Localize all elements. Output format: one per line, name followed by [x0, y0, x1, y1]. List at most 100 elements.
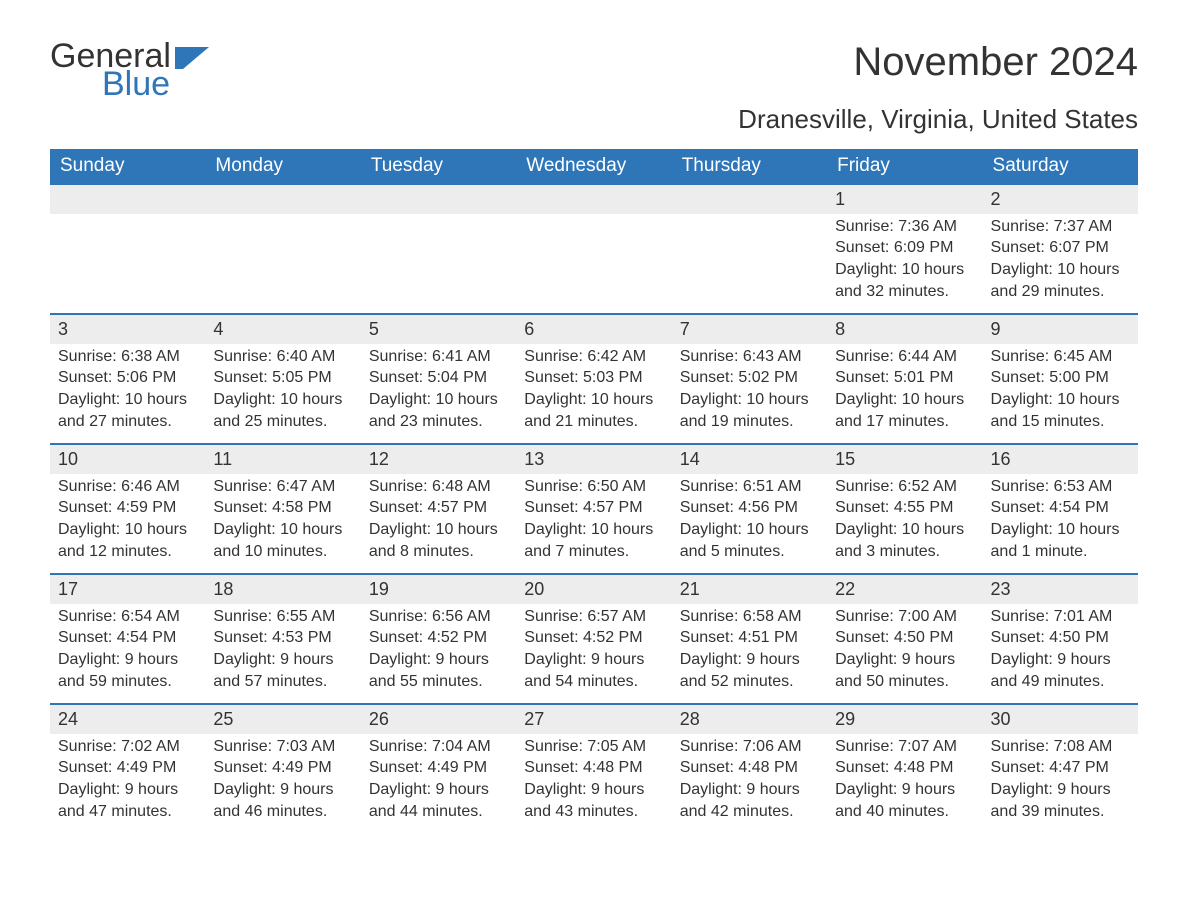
- daylight-text: Daylight: 9 hours and 50 minutes.: [835, 649, 974, 692]
- daylight-text: Daylight: 9 hours and 55 minutes.: [369, 649, 508, 692]
- day-body: Sunrise: 6:45 AMSunset: 5:00 PMDaylight:…: [983, 344, 1138, 440]
- sunset-text: Sunset: 4:49 PM: [213, 757, 352, 779]
- logo-text-blue: Blue: [102, 68, 209, 100]
- daylight-text: Daylight: 9 hours and 54 minutes.: [524, 649, 663, 692]
- day-number: 6: [516, 315, 671, 343]
- sunset-text: Sunset: 4:56 PM: [680, 497, 819, 519]
- location-subtitle: Dranesville, Virginia, United States: [50, 104, 1138, 135]
- daylight-text: Daylight: 9 hours and 59 minutes.: [58, 649, 197, 692]
- calendar-day: 29Sunrise: 7:07 AMSunset: 4:48 PMDayligh…: [827, 705, 982, 833]
- weekday-header: Friday: [827, 149, 982, 183]
- calendar-day: 3Sunrise: 6:38 AMSunset: 5:06 PMDaylight…: [50, 315, 205, 443]
- sunset-text: Sunset: 4:55 PM: [835, 497, 974, 519]
- sunrise-text: Sunrise: 6:58 AM: [680, 606, 819, 628]
- daylight-text: Daylight: 10 hours and 1 minute.: [991, 519, 1130, 562]
- daylight-text: Daylight: 10 hours and 27 minutes.: [58, 389, 197, 432]
- day-body: Sunrise: 6:47 AMSunset: 4:58 PMDaylight:…: [205, 474, 360, 570]
- day-body: Sunrise: 7:02 AMSunset: 4:49 PMDaylight:…: [50, 734, 205, 830]
- day-number: 21: [672, 575, 827, 603]
- sunset-text: Sunset: 4:47 PM: [991, 757, 1130, 779]
- sunrise-text: Sunrise: 6:41 AM: [369, 346, 508, 368]
- day-number: 22: [827, 575, 982, 603]
- sunrise-text: Sunrise: 6:45 AM: [991, 346, 1130, 368]
- weekday-header: Sunday: [50, 149, 205, 183]
- weekday-header: Saturday: [983, 149, 1138, 183]
- day-number: 20: [516, 575, 671, 603]
- sunrise-text: Sunrise: 6:57 AM: [524, 606, 663, 628]
- day-number: 30: [983, 705, 1138, 733]
- sunset-text: Sunset: 5:06 PM: [58, 367, 197, 389]
- sunrise-text: Sunrise: 6:44 AM: [835, 346, 974, 368]
- calendar-day: 25Sunrise: 7:03 AMSunset: 4:49 PMDayligh…: [205, 705, 360, 833]
- daylight-text: Daylight: 9 hours and 46 minutes.: [213, 779, 352, 822]
- sunrise-text: Sunrise: 6:56 AM: [369, 606, 508, 628]
- sunrise-text: Sunrise: 6:54 AM: [58, 606, 197, 628]
- sunset-text: Sunset: 4:52 PM: [369, 627, 508, 649]
- calendar-week: 1Sunrise: 7:36 AMSunset: 6:09 PMDaylight…: [50, 183, 1138, 313]
- day-number: 1: [827, 185, 982, 213]
- calendar-week: 3Sunrise: 6:38 AMSunset: 5:06 PMDaylight…: [50, 313, 1138, 443]
- daylight-text: Daylight: 10 hours and 12 minutes.: [58, 519, 197, 562]
- sunrise-text: Sunrise: 6:46 AM: [58, 476, 197, 498]
- weekday-header-row: SundayMondayTuesdayWednesdayThursdayFrid…: [50, 149, 1138, 183]
- calendar-day: 13Sunrise: 6:50 AMSunset: 4:57 PMDayligh…: [516, 445, 671, 573]
- sunset-text: Sunset: 4:57 PM: [524, 497, 663, 519]
- sunrise-text: Sunrise: 6:43 AM: [680, 346, 819, 368]
- day-number: 24: [50, 705, 205, 733]
- day-body: Sunrise: 6:55 AMSunset: 4:53 PMDaylight:…: [205, 604, 360, 700]
- day-number: 11: [205, 445, 360, 473]
- daylight-text: Daylight: 9 hours and 40 minutes.: [835, 779, 974, 822]
- day-number: 29: [827, 705, 982, 733]
- calendar-day: 19Sunrise: 6:56 AMSunset: 4:52 PMDayligh…: [361, 575, 516, 703]
- day-number: 7: [672, 315, 827, 343]
- day-number: [361, 185, 516, 213]
- day-number: 12: [361, 445, 516, 473]
- calendar-day: 11Sunrise: 6:47 AMSunset: 4:58 PMDayligh…: [205, 445, 360, 573]
- day-body: Sunrise: 6:53 AMSunset: 4:54 PMDaylight:…: [983, 474, 1138, 570]
- calendar-week: 24Sunrise: 7:02 AMSunset: 4:49 PMDayligh…: [50, 703, 1138, 833]
- sunrise-text: Sunrise: 7:37 AM: [991, 216, 1130, 238]
- sunrise-text: Sunrise: 7:05 AM: [524, 736, 663, 758]
- daylight-text: Daylight: 10 hours and 5 minutes.: [680, 519, 819, 562]
- day-number: 18: [205, 575, 360, 603]
- sunset-text: Sunset: 6:09 PM: [835, 237, 974, 259]
- day-number: 4: [205, 315, 360, 343]
- day-body: Sunrise: 6:43 AMSunset: 5:02 PMDaylight:…: [672, 344, 827, 440]
- day-body: Sunrise: 7:03 AMSunset: 4:49 PMDaylight:…: [205, 734, 360, 830]
- calendar: SundayMondayTuesdayWednesdayThursdayFrid…: [50, 149, 1138, 833]
- sunset-text: Sunset: 4:52 PM: [524, 627, 663, 649]
- sunset-text: Sunset: 4:57 PM: [369, 497, 508, 519]
- day-number: [672, 185, 827, 213]
- sunset-text: Sunset: 4:49 PM: [369, 757, 508, 779]
- day-body: Sunrise: 6:57 AMSunset: 4:52 PMDaylight:…: [516, 604, 671, 700]
- day-body: Sunrise: 6:42 AMSunset: 5:03 PMDaylight:…: [516, 344, 671, 440]
- day-number: 3: [50, 315, 205, 343]
- day-number: 13: [516, 445, 671, 473]
- day-body: Sunrise: 7:08 AMSunset: 4:47 PMDaylight:…: [983, 734, 1138, 830]
- weekday-header: Wednesday: [516, 149, 671, 183]
- calendar-day: 18Sunrise: 6:55 AMSunset: 4:53 PMDayligh…: [205, 575, 360, 703]
- day-number: 23: [983, 575, 1138, 603]
- day-body: Sunrise: 7:36 AMSunset: 6:09 PMDaylight:…: [827, 214, 982, 310]
- day-body: Sunrise: 7:06 AMSunset: 4:48 PMDaylight:…: [672, 734, 827, 830]
- day-body: Sunrise: 6:52 AMSunset: 4:55 PMDaylight:…: [827, 474, 982, 570]
- sunrise-text: Sunrise: 7:07 AM: [835, 736, 974, 758]
- sunrise-text: Sunrise: 6:55 AM: [213, 606, 352, 628]
- day-body: Sunrise: 6:48 AMSunset: 4:57 PMDaylight:…: [361, 474, 516, 570]
- daylight-text: Daylight: 9 hours and 47 minutes.: [58, 779, 197, 822]
- calendar-day: 4Sunrise: 6:40 AMSunset: 5:05 PMDaylight…: [205, 315, 360, 443]
- calendar-day: 24Sunrise: 7:02 AMSunset: 4:49 PMDayligh…: [50, 705, 205, 833]
- day-body: Sunrise: 6:44 AMSunset: 5:01 PMDaylight:…: [827, 344, 982, 440]
- weekday-header: Tuesday: [361, 149, 516, 183]
- daylight-text: Daylight: 9 hours and 57 minutes.: [213, 649, 352, 692]
- sunset-text: Sunset: 5:03 PM: [524, 367, 663, 389]
- sunrise-text: Sunrise: 6:52 AM: [835, 476, 974, 498]
- calendar-day: 12Sunrise: 6:48 AMSunset: 4:57 PMDayligh…: [361, 445, 516, 573]
- calendar-day: 16Sunrise: 6:53 AMSunset: 4:54 PMDayligh…: [983, 445, 1138, 573]
- day-number: 27: [516, 705, 671, 733]
- weekday-header: Monday: [205, 149, 360, 183]
- day-body: Sunrise: 7:04 AMSunset: 4:49 PMDaylight:…: [361, 734, 516, 830]
- day-number: 26: [361, 705, 516, 733]
- daylight-text: Daylight: 10 hours and 17 minutes.: [835, 389, 974, 432]
- calendar-day: 6Sunrise: 6:42 AMSunset: 5:03 PMDaylight…: [516, 315, 671, 443]
